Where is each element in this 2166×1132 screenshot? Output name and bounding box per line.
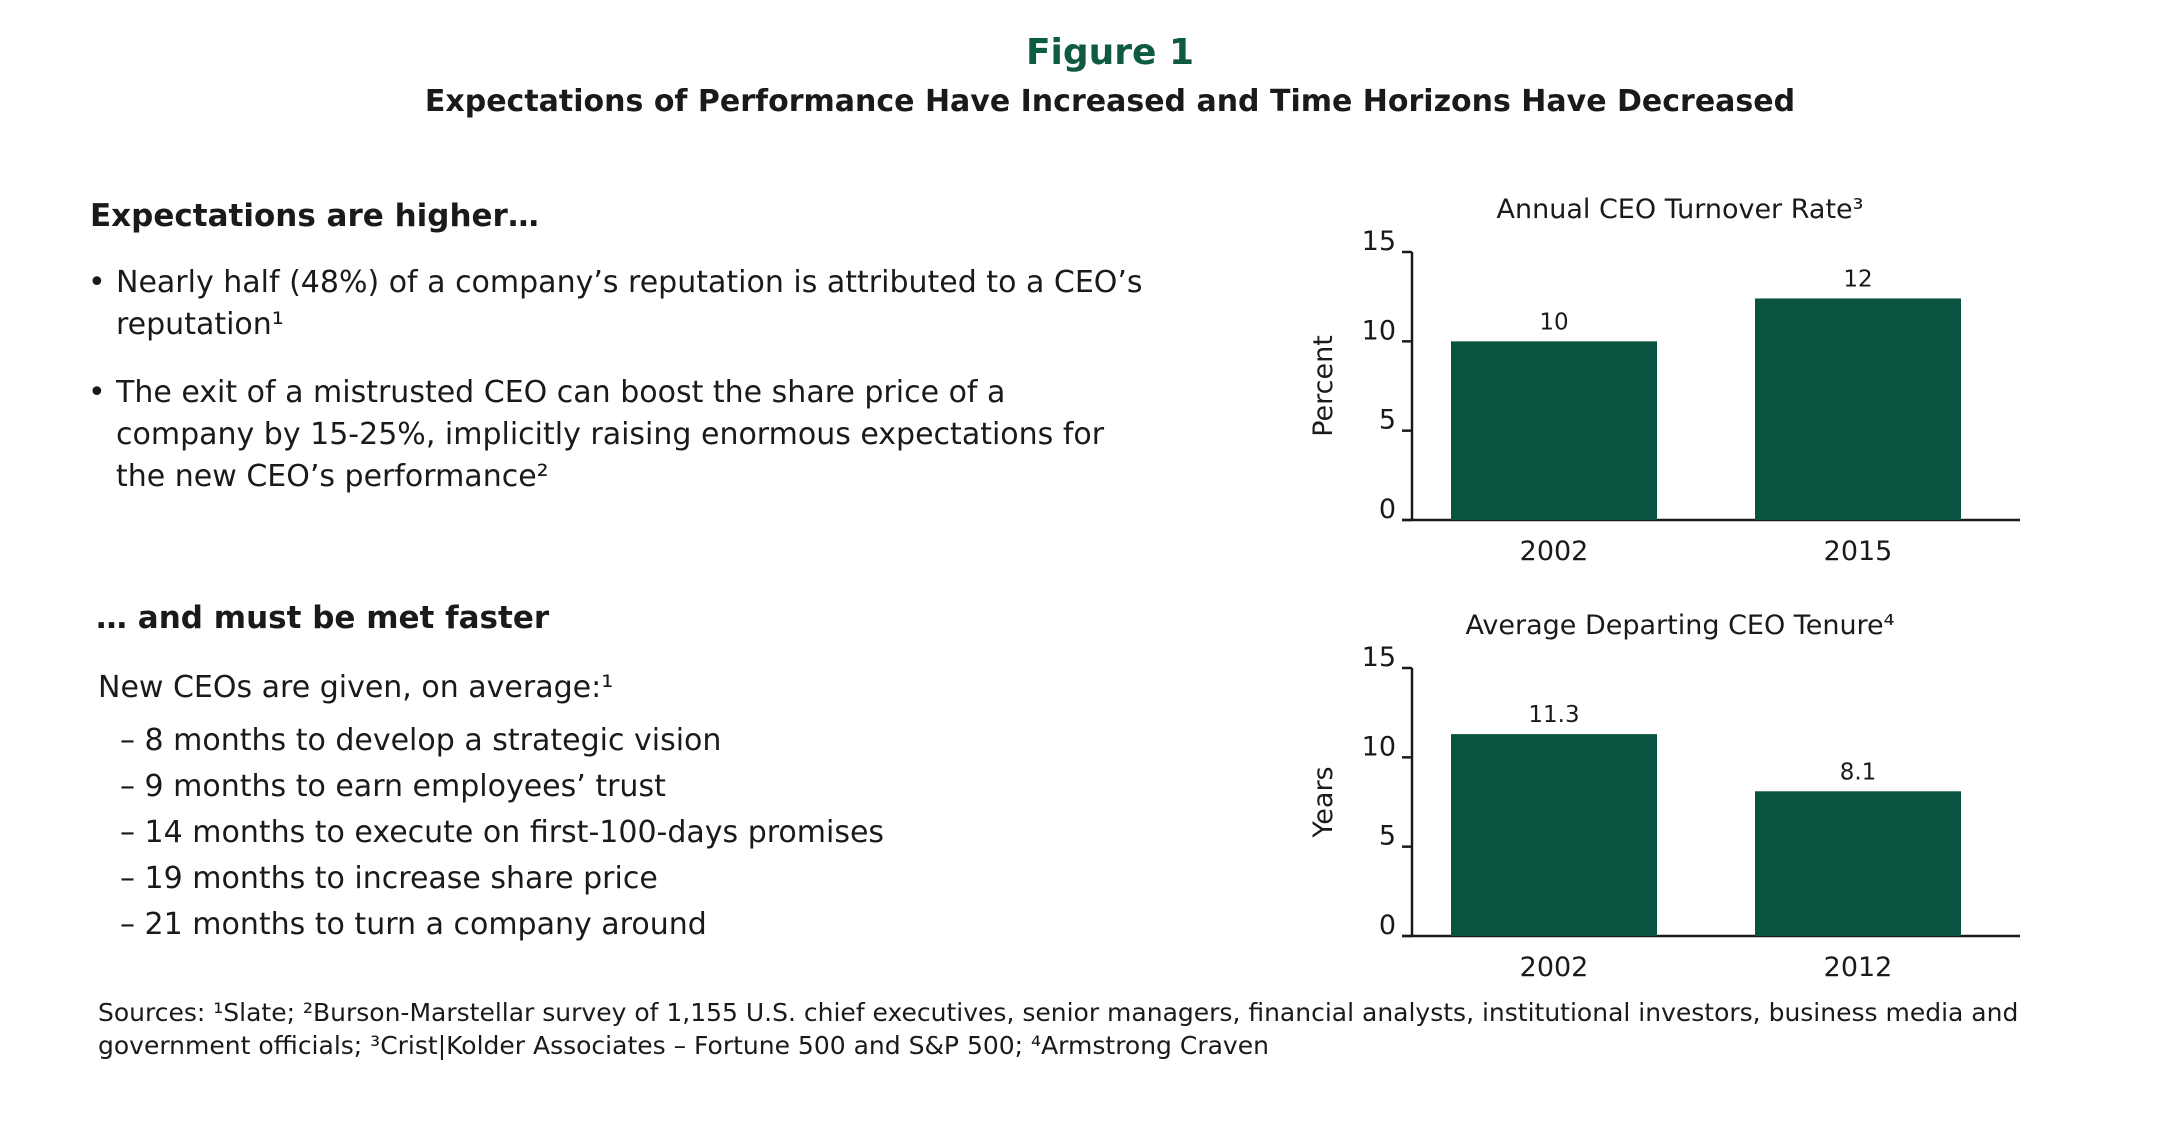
list-item: – 14 months to execute on first-100-days… <box>120 815 885 850</box>
bar <box>1451 341 1657 520</box>
y-axis-label: Percent <box>1308 335 1339 437</box>
section-heading-faster: … and must be met faster <box>96 600 550 636</box>
y-axis-label: Years <box>1308 766 1339 838</box>
bullet-dot: • <box>88 265 106 300</box>
bar <box>1755 298 1961 520</box>
chart-turnover: Percent 0 5 10 15 10 2002 12 2015 <box>1308 230 2020 567</box>
y-tick-label: 5 <box>1379 405 1396 436</box>
bar-value-label: 11.3 <box>1528 702 1579 728</box>
chart-title-tenure: Average Departing CEO Tenure⁴ <box>1465 610 1895 641</box>
bullet-dot: • <box>88 375 106 410</box>
figure-label: Figure 1 <box>1025 32 1195 73</box>
list-item: – 8 months to develop a strategic vision <box>120 723 722 758</box>
y-tick-label: 15 <box>1362 230 1396 257</box>
figure-title: Expectations of Performance Have Increas… <box>424 84 1796 119</box>
list-item: – 9 months to earn employees’ trust <box>120 769 666 804</box>
x-tick-label: 2002 <box>1520 952 1589 983</box>
bar <box>1755 791 1961 936</box>
y-tick-label: 10 <box>1362 315 1396 346</box>
y-tick-label: 0 <box>1379 494 1396 525</box>
x-tick-label: 2002 <box>1520 536 1589 567</box>
bullet-text: Nearly half (48%) of a company’s reputat… <box>116 265 1143 342</box>
bar-value-label: 12 <box>1843 266 1872 292</box>
bullet-item-reputation: • Nearly half (48%) of a company’s reput… <box>88 262 1148 346</box>
x-tick-label: 2015 <box>1824 536 1893 567</box>
y-tick-label: 0 <box>1379 910 1396 941</box>
y-tick-label: 5 <box>1379 821 1396 852</box>
x-tick-label: 2012 <box>1824 952 1893 983</box>
bullet-item-share-price: • The exit of a mistrusted CEO can boost… <box>88 372 1148 498</box>
bar-value-label: 10 <box>1539 309 1568 335</box>
y-tick-label: 10 <box>1362 731 1396 762</box>
timeline-list: – 8 months to develop a strategic vision… <box>120 718 884 948</box>
list-item: – 21 months to turn a company around <box>120 907 707 942</box>
bar <box>1451 734 1657 936</box>
bullet-list: • Nearly half (48%) of a company’s reput… <box>88 262 1148 524</box>
section-heading-higher: Expectations are higher… <box>90 198 539 234</box>
bullet-text: The exit of a mistrusted CEO can boost t… <box>116 375 1105 494</box>
intro-text: New CEOs are given, on average:¹ <box>98 670 614 705</box>
chart-tenure: Years 0 5 10 15 11.3 2002 8.1 2012 <box>1308 646 2020 983</box>
bar-value-label: 8.1 <box>1840 759 1877 785</box>
sources-note: Sources: ¹Slate; ²Burson-Marstellar surv… <box>98 998 2019 1060</box>
list-item: – 19 months to increase share price <box>120 861 658 896</box>
y-tick-label: 15 <box>1362 646 1396 673</box>
chart-title-turnover: Annual CEO Turnover Rate³ <box>1496 194 1864 225</box>
